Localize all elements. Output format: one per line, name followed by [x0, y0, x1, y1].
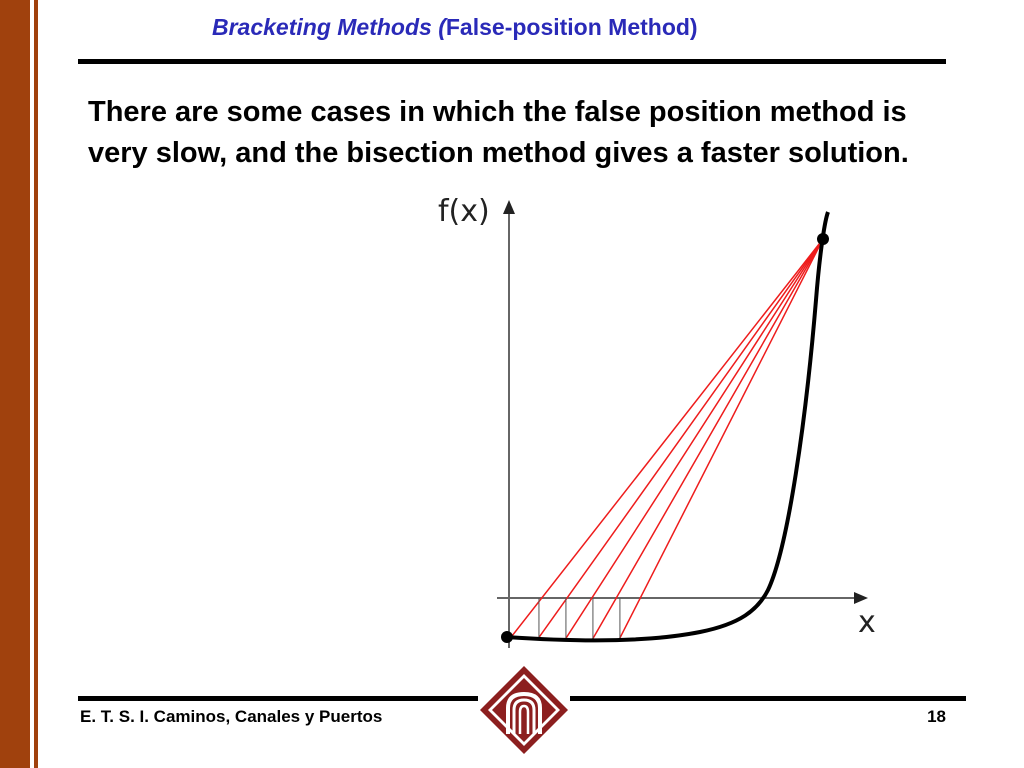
secant-line — [591, 238, 824, 641]
title-underline — [78, 59, 946, 64]
secant-line — [564, 238, 824, 641]
body-text: There are some cases in which the false … — [88, 96, 909, 169]
page-number: 18 — [927, 707, 946, 726]
vertical-drop-lines — [538, 598, 621, 641]
y-axis-label: f(x) — [438, 194, 490, 229]
title-italic-part: Bracketing Methods ( — [212, 14, 446, 40]
secant-line — [510, 238, 824, 638]
x-axis-arrow — [854, 592, 868, 604]
footer-rule-right — [570, 696, 966, 701]
x-axis-label: x — [858, 605, 876, 640]
university-logo — [480, 666, 568, 754]
secant-line — [537, 238, 824, 640]
left-bracket-point — [501, 631, 513, 643]
right-bracket-point — [817, 233, 829, 245]
secant-lines — [510, 238, 824, 641]
footer-rule-left — [78, 696, 478, 701]
title-regular-part: False-position Method) — [445, 14, 698, 40]
left-accent-bar — [0, 0, 30, 768]
slide-title: Bracketing Methods (False-position Metho… — [212, 14, 698, 41]
footer-institution: E. T. S. I. Caminos, Canales y Puertos — [80, 707, 383, 726]
left-accent-stripe — [34, 0, 38, 768]
y-axis-arrow — [503, 200, 515, 214]
function-curve — [506, 211, 830, 643]
secant-line — [618, 238, 824, 641]
